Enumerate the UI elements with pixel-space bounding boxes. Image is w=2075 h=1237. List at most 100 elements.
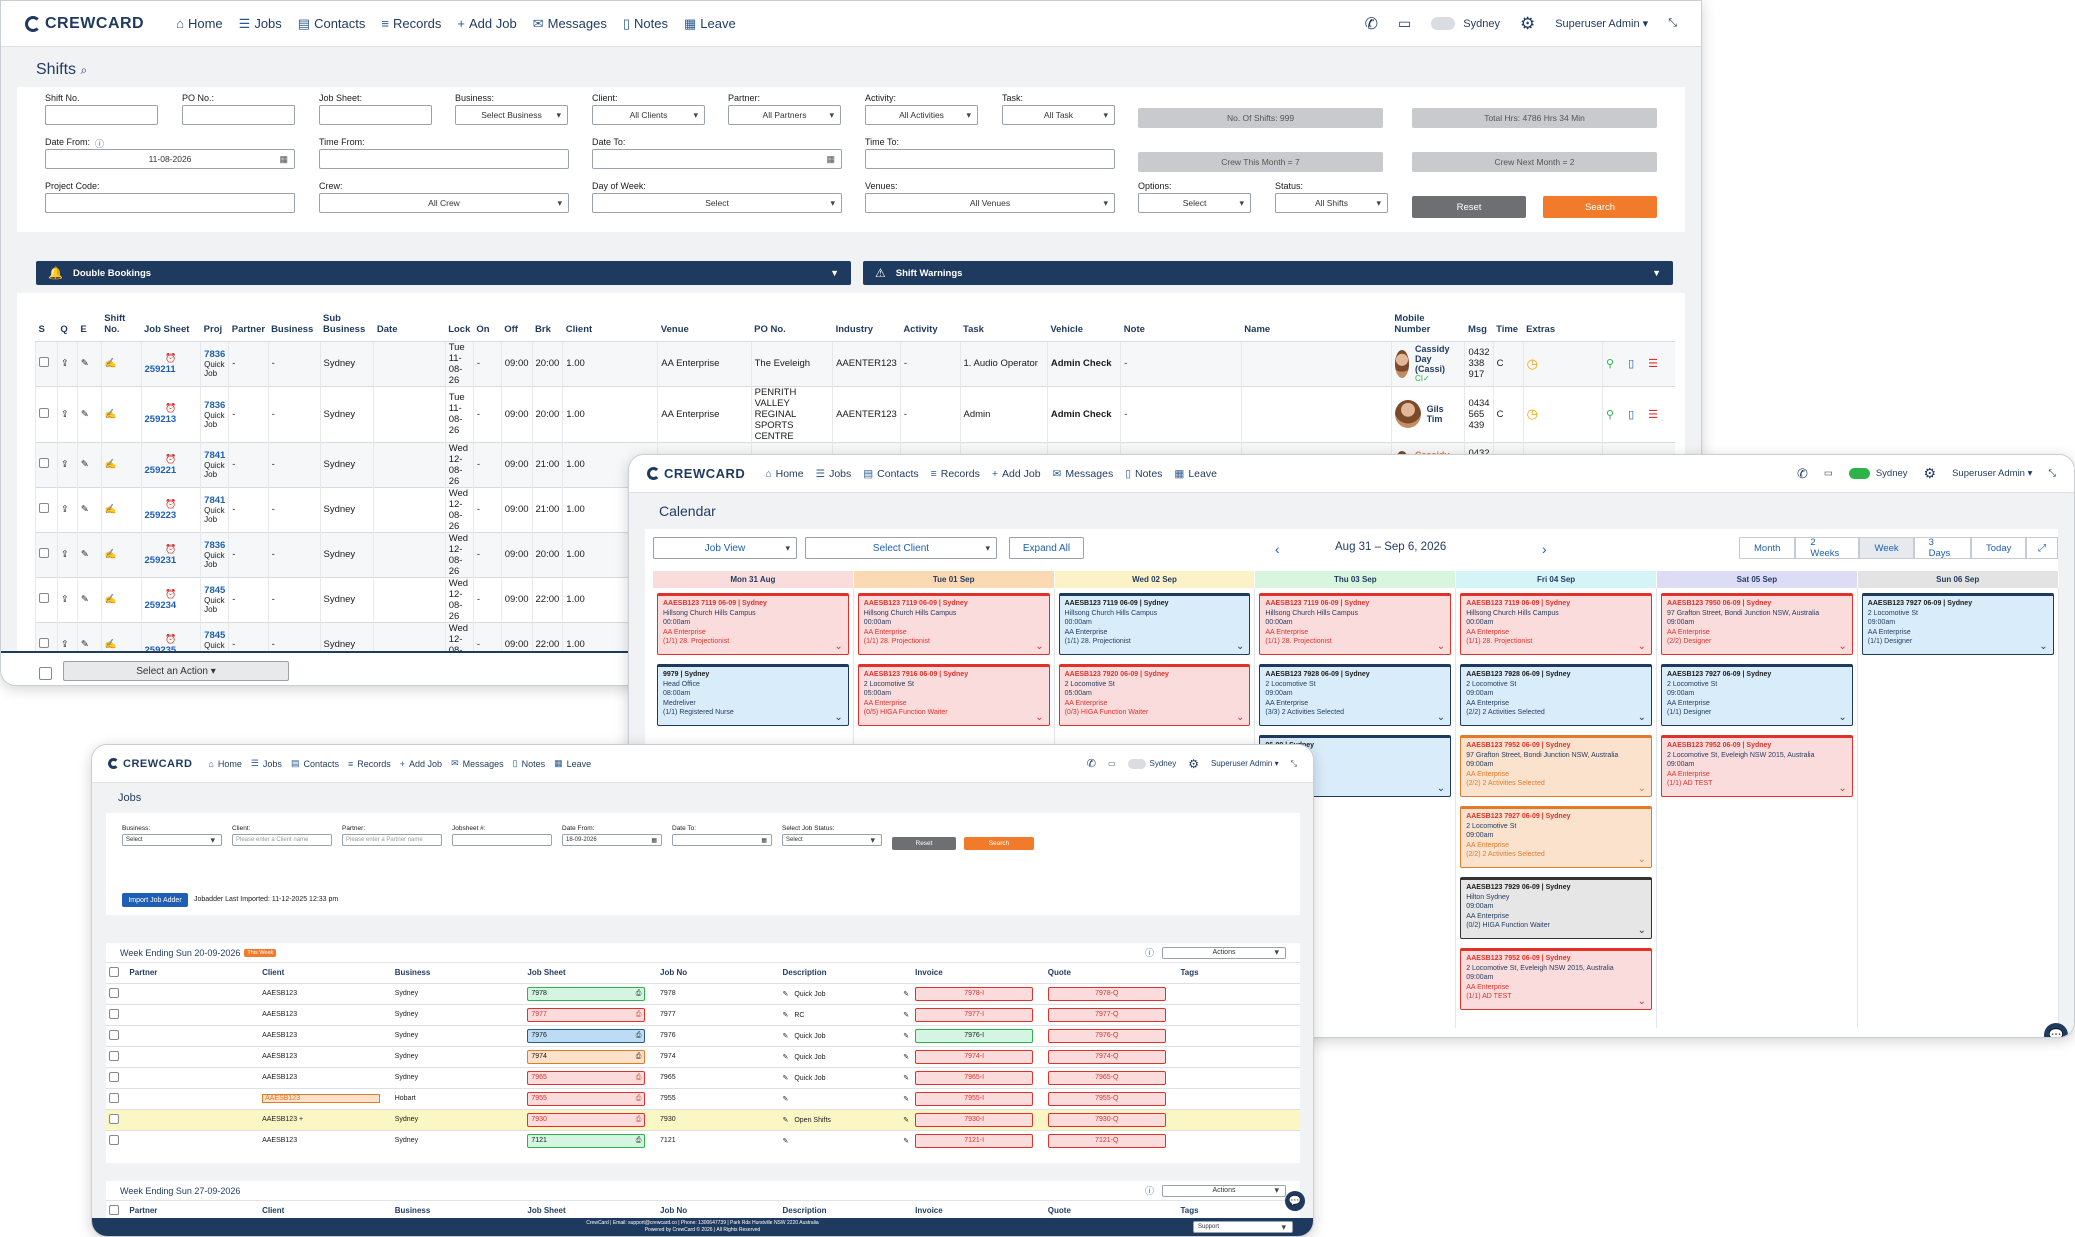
checklist-icon[interactable]: ☰ (1648, 408, 1672, 421)
location-pin-icon[interactable]: ⚲ (1606, 358, 1629, 370)
calendar-event-card[interactable]: AAESB123 7920 06-09 | Sydney 2 Locomotive… (1058, 664, 1251, 726)
column-header[interactable]: Description (782, 1206, 827, 1216)
chevron-down-icon[interactable]: ⌄ (1637, 924, 1646, 936)
job-sheet-pill[interactable]: 7976 ⎙ (527, 1028, 646, 1043)
chevron-down-icon[interactable]: ⌄ (1436, 640, 1446, 652)
collapse-icon[interactable]: ⤡ (1668, 17, 1677, 29)
avatar[interactable] (1394, 400, 1421, 428)
pencil-icon[interactable]: ✎ (76, 576, 102, 622)
chevron-down-icon[interactable]: ⌄ (834, 711, 843, 723)
job-sheet-link[interactable]: 7841 (204, 450, 226, 461)
quote-pill[interactable]: 7930-Q (1047, 1112, 1166, 1127)
monitor-icon[interactable]: ▭ (1823, 468, 1833, 479)
column-header[interactable]: Time (1496, 323, 1519, 335)
calendar-event-card[interactable]: AAESB123 7928 06-09 | Sydney 2 Locomotive… (1460, 664, 1652, 726)
job-sheet-pill[interactable]: 7965 ⎙ (527, 1070, 646, 1085)
view-week-button[interactable]: Week (1859, 537, 1914, 559)
column-header[interactable]: Extras (1526, 323, 1556, 335)
column-header[interactable]: Lock (448, 323, 471, 335)
calendar-event-card[interactable]: AAESB123 7952 06-09 | Sydney 97 Grafton S… (1460, 735, 1652, 797)
edit-icon[interactable]: ✍ (100, 486, 141, 532)
edit-icon[interactable]: ✎ (782, 1095, 789, 1103)
job-sheet-link[interactable]: 7845 (204, 630, 226, 641)
nav-add-job[interactable]: + Add Job (992, 468, 1041, 480)
chevron-down-icon[interactable]: ⌄ (1035, 640, 1044, 652)
select-all-checkbox[interactable] (109, 966, 119, 977)
nav-home[interactable]: ⌂ Home (208, 759, 241, 769)
column-header[interactable]: Partner (129, 968, 158, 978)
reset-button[interactable]: Reset (1412, 196, 1526, 218)
edit-icon[interactable]: ✎ (782, 1032, 789, 1040)
calendar-event-card[interactable]: AAESB123 7927 06-09 | Sydney 2 Locomotive… (1661, 664, 1853, 726)
phone-icon[interactable]: ✆ (1364, 15, 1379, 33)
shift-number[interactable]: 259221 (144, 464, 177, 476)
chevron-down-icon[interactable]: ⌄ (1637, 995, 1646, 1007)
venues-dropdown[interactable]: All Venues (865, 193, 1115, 213)
job-sheet-pill[interactable]: 7978 ⎙ (527, 986, 646, 1001)
nav-notes[interactable]: ▯ Notes (1125, 468, 1162, 480)
column-header[interactable]: S (38, 323, 45, 335)
edit-icon[interactable]: ✎ (903, 1074, 910, 1082)
edit-icon[interactable]: ✎ (782, 1137, 789, 1145)
chevron-down-icon[interactable]: ⌄ (1436, 711, 1446, 723)
time-from-input[interactable] (319, 149, 569, 169)
table-row[interactable]: AAESB123 Sydney 7121 ⎙ 7121 ✎ ✎ 7121-I 7121-Q (106, 1129, 1300, 1151)
column-header[interactable]: Invoice (915, 968, 943, 978)
nav-records[interactable]: ≡ Records (381, 16, 441, 31)
calendar-event-card[interactable]: AAESB123 7952 06-09 | Sydney 2 Locomotive… (1460, 948, 1652, 1010)
share-icon[interactable]: ⇪ (56, 340, 78, 386)
share-icon[interactable]: ⇪ (56, 576, 78, 622)
table-row[interactable]: ⇪ ✎ ✍ ⏰ 259213 7836 Quick Job - - Sydney Tue 11-08… (35, 385, 1675, 442)
clock-icon[interactable]: ◷ (1522, 385, 1603, 442)
column-header[interactable]: E (80, 323, 87, 335)
calendar-event-card[interactable]: AAESB123 7119 06-09 | Sydney Hillsong Chu… (1259, 593, 1452, 655)
client-dropdown[interactable]: All Clients (592, 105, 705, 125)
task-link[interactable]: Admin Check (1046, 385, 1121, 442)
column-header[interactable]: Mobile Number (1394, 312, 1431, 335)
view-today-button[interactable]: Today (1971, 537, 2027, 559)
nav-messages[interactable]: ✉ Messages (1053, 468, 1114, 480)
task-link[interactable]: Admin Check (1046, 340, 1121, 386)
invoice-pill[interactable]: 7965-I (915, 1070, 1034, 1085)
view-2-weeks-button[interactable]: 2 Weeks (1795, 537, 1860, 559)
column-header[interactable]: Note (1123, 323, 1145, 335)
column-header[interactable]: Partner (129, 1206, 158, 1216)
time-to-input[interactable] (865, 149, 1115, 169)
gear-icon[interactable]: ⚙ (1188, 756, 1199, 771)
calendar-event-card[interactable]: 9979 | Sydney Head Office 08:00am Medrelive… (657, 664, 849, 726)
print-icon[interactable]: ⎙ (635, 1073, 642, 1081)
job-sheet-link[interactable]: 7845 (204, 585, 226, 596)
pencil-icon[interactable]: ✎ (76, 340, 102, 386)
calendar-event-card[interactable]: AAESB123 7119 06-09 | Sydney Hillsong Chu… (1058, 593, 1251, 655)
reset-button[interactable]: Reset (892, 837, 956, 850)
user-menu[interactable]: Superuser Admin ▾ (1952, 468, 2033, 479)
select-client-dropdown[interactable]: Select Client (805, 537, 997, 559)
edit-icon[interactable]: ✍ (100, 340, 141, 386)
nav-records[interactable]: ≡ Records (348, 759, 391, 769)
project-code-input[interactable] (45, 193, 295, 213)
edit-icon[interactable]: ✎ (903, 1137, 910, 1145)
table-row[interactable]: AAESB123 Hobart 7955 ⎙ 7955 ✎ ✎ 7955-I 7955-Q (106, 1087, 1300, 1109)
row-checkbox[interactable] (109, 1092, 119, 1103)
edit-icon[interactable]: ✎ (782, 1011, 789, 1019)
column-header[interactable]: Proj (203, 323, 223, 335)
nav-jobs[interactable]: ☰ Jobs (816, 468, 852, 480)
calendar-event-card[interactable]: AAESB123 7119 06-09 | Sydney Hillsong Chu… (857, 593, 1050, 655)
nav-add-job[interactable]: + Add Job (457, 16, 516, 31)
info-icon[interactable]: ⓘ (95, 139, 105, 149)
day-header[interactable]: Sat 05 Sep (1657, 571, 1858, 588)
date-from-input[interactable]: 11-08-2026 ▦ (45, 149, 295, 169)
column-header[interactable]: Business (394, 968, 431, 978)
options-dropdown[interactable]: Select (1138, 193, 1251, 213)
task-dropdown[interactable]: All Task (1002, 105, 1115, 125)
row-checkbox[interactable] (109, 1134, 119, 1145)
invoice-pill[interactable]: 7955-I (915, 1091, 1034, 1106)
column-header[interactable]: Sub Business (323, 312, 366, 335)
chevron-down-icon[interactable]: ⌄ (1637, 640, 1646, 652)
crewcard-logo[interactable]: CREWCARD (108, 758, 192, 770)
shift-number[interactable]: 259234 (144, 599, 177, 611)
print-icon[interactable]: ⎙ (635, 1115, 642, 1123)
fullscreen-icon[interactable]: ⤢ (2026, 537, 2058, 559)
pencil-icon[interactable]: ✎ (76, 441, 102, 487)
alarm-icon[interactable]: ⏰ (165, 543, 177, 554)
